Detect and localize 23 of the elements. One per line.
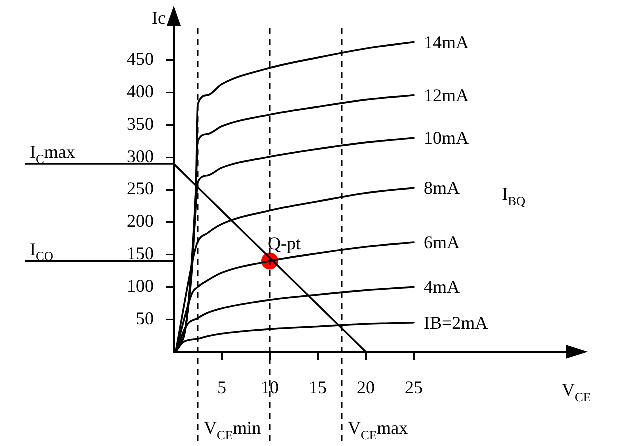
y-tick-label: 250 [127, 178, 154, 199]
y-tick-label: 450 [127, 49, 154, 70]
x-tick-label: 25 [405, 378, 423, 398]
y-tick-label: 100 [127, 276, 154, 296]
annotation: Q-pt [268, 233, 301, 254]
series-label: IB=2mA [424, 312, 488, 333]
x-tick-label: 5 [218, 378, 226, 398]
x-tick-label: 10 [261, 378, 279, 398]
y-tick-label: 400 [127, 82, 154, 102]
x-tick-label: 20 [357, 378, 375, 398]
y-tick-label: 150 [127, 244, 154, 264]
x-tick-label: 15 [309, 378, 327, 398]
y-tick-label: 300 [127, 146, 154, 166]
series-label: 12mA [424, 85, 469, 106]
series-label: 6mA [424, 232, 460, 252]
series-label: 4mA [424, 277, 460, 298]
series-label: 14mA [424, 32, 469, 52]
series-label: 8mA [424, 178, 460, 198]
y-tick-label: 350 [127, 114, 154, 134]
y-tick-label: 200 [127, 211, 154, 232]
y-axis-title: Ic [152, 8, 166, 28]
y-tick-label: 50 [136, 308, 154, 328]
series-label: 10mA [424, 128, 469, 148]
